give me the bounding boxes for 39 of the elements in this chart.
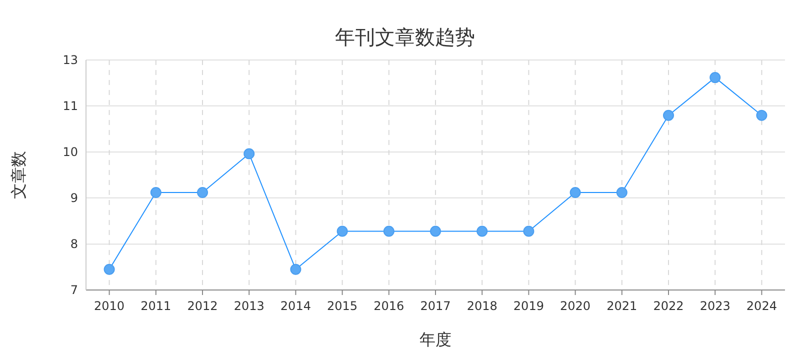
point [336, 226, 348, 237]
x-tick-label: 2010 [94, 299, 125, 313]
x-tick-label: 2014 [280, 299, 311, 313]
x-tick-label: 2012 [187, 299, 218, 313]
x-tick-label: 2019 [513, 299, 544, 313]
point [476, 226, 488, 237]
x-tick-label: 2011 [140, 299, 172, 313]
point [104, 264, 115, 275]
y-axis-title: 文章数 [9, 151, 28, 199]
point [430, 226, 441, 237]
x-tick-label: 2018 [466, 299, 498, 313]
point [383, 226, 394, 237]
x-tick-label: 2020 [560, 299, 591, 313]
x-tick-label: 2015 [327, 299, 358, 313]
x-tick-label: 2023 [700, 299, 730, 313]
y-tick-label: 7 [70, 283, 78, 297]
point [616, 187, 628, 198]
point [523, 226, 534, 237]
y-tick-label: 8 [70, 237, 78, 252]
point [244, 148, 255, 160]
point [756, 110, 768, 121]
point [290, 264, 302, 275]
point [663, 110, 674, 121]
x-tick-label: 2016 [374, 299, 404, 313]
x-tick-label: 2024 [746, 299, 777, 313]
x-tick-label: 2013 [234, 299, 264, 313]
point [710, 72, 721, 84]
y-tick-label: 11 [62, 98, 78, 113]
y-tick-label: 9 [70, 190, 78, 205]
x-axis-title: 年度 [420, 330, 452, 349]
y-tick-label: 10 [62, 144, 78, 159]
y-tick-label: 13 [62, 53, 78, 67]
chart-title: 年刊文章数趋势 [335, 25, 475, 49]
x-tick-label: 2021 [606, 299, 638, 313]
x-tick-label: 2022 [653, 299, 684, 313]
point [197, 187, 208, 198]
point [570, 187, 581, 198]
point [150, 187, 162, 198]
x-tick-label: 2017 [420, 299, 451, 313]
